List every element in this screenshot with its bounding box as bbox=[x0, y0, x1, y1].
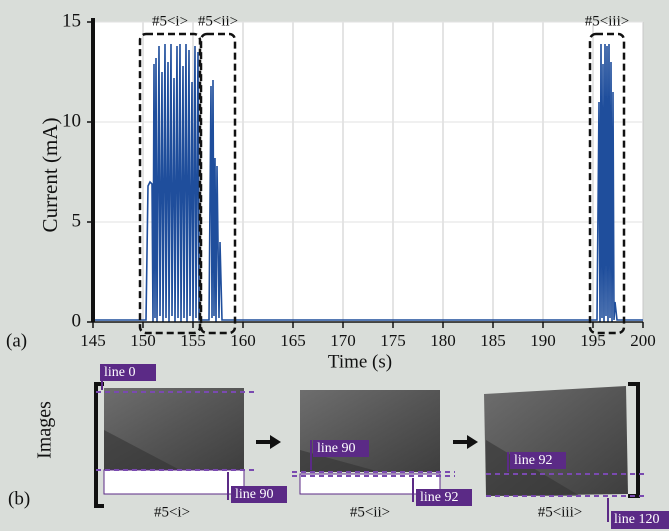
x-tick-label: 160 bbox=[230, 331, 256, 350]
image-blank bbox=[104, 470, 244, 494]
line-label: line 92 bbox=[514, 453, 553, 468]
y-tick-label: 10 bbox=[62, 110, 81, 131]
region-label: #5<i> bbox=[152, 13, 188, 29]
x-tick-label: 165 bbox=[280, 331, 306, 350]
figure: 1451501551601651701751801851901952000510… bbox=[0, 0, 669, 531]
image-caption: #5<ii> bbox=[350, 504, 390, 520]
image-caption: #5<iii> bbox=[538, 504, 582, 520]
panel-tag: (a) bbox=[6, 330, 27, 351]
line-label: line 120 bbox=[614, 512, 660, 527]
y-tick-label: 15 bbox=[62, 10, 81, 31]
region-label: #5<ii> bbox=[198, 13, 238, 29]
x-tick-label: 170 bbox=[330, 331, 356, 350]
x-axis-label: Time (s) bbox=[328, 351, 392, 372]
line-label: line 90 bbox=[317, 441, 356, 456]
x-tick-label: 180 bbox=[430, 331, 456, 350]
y-tick-label: 0 bbox=[72, 310, 82, 331]
x-tick-label: 190 bbox=[530, 331, 556, 350]
line-label: line 90 bbox=[235, 487, 274, 502]
panel-tag: (b) bbox=[8, 488, 30, 509]
y-axis-label: Current (mA) bbox=[38, 118, 62, 233]
x-tick-label: 175 bbox=[380, 331, 406, 350]
images-label: Images bbox=[34, 401, 56, 459]
x-tick-label: 185 bbox=[480, 331, 506, 350]
x-tick-label: 150 bbox=[130, 331, 156, 350]
x-tick-label: 200 bbox=[630, 331, 656, 350]
line-label: line 0 bbox=[104, 365, 136, 380]
line-label: line 92 bbox=[420, 490, 459, 505]
region-label: #5<iii> bbox=[585, 13, 629, 29]
y-tick-label: 5 bbox=[72, 210, 82, 231]
image-caption: #5<i> bbox=[154, 504, 190, 520]
x-tick-label: 145 bbox=[80, 331, 106, 350]
